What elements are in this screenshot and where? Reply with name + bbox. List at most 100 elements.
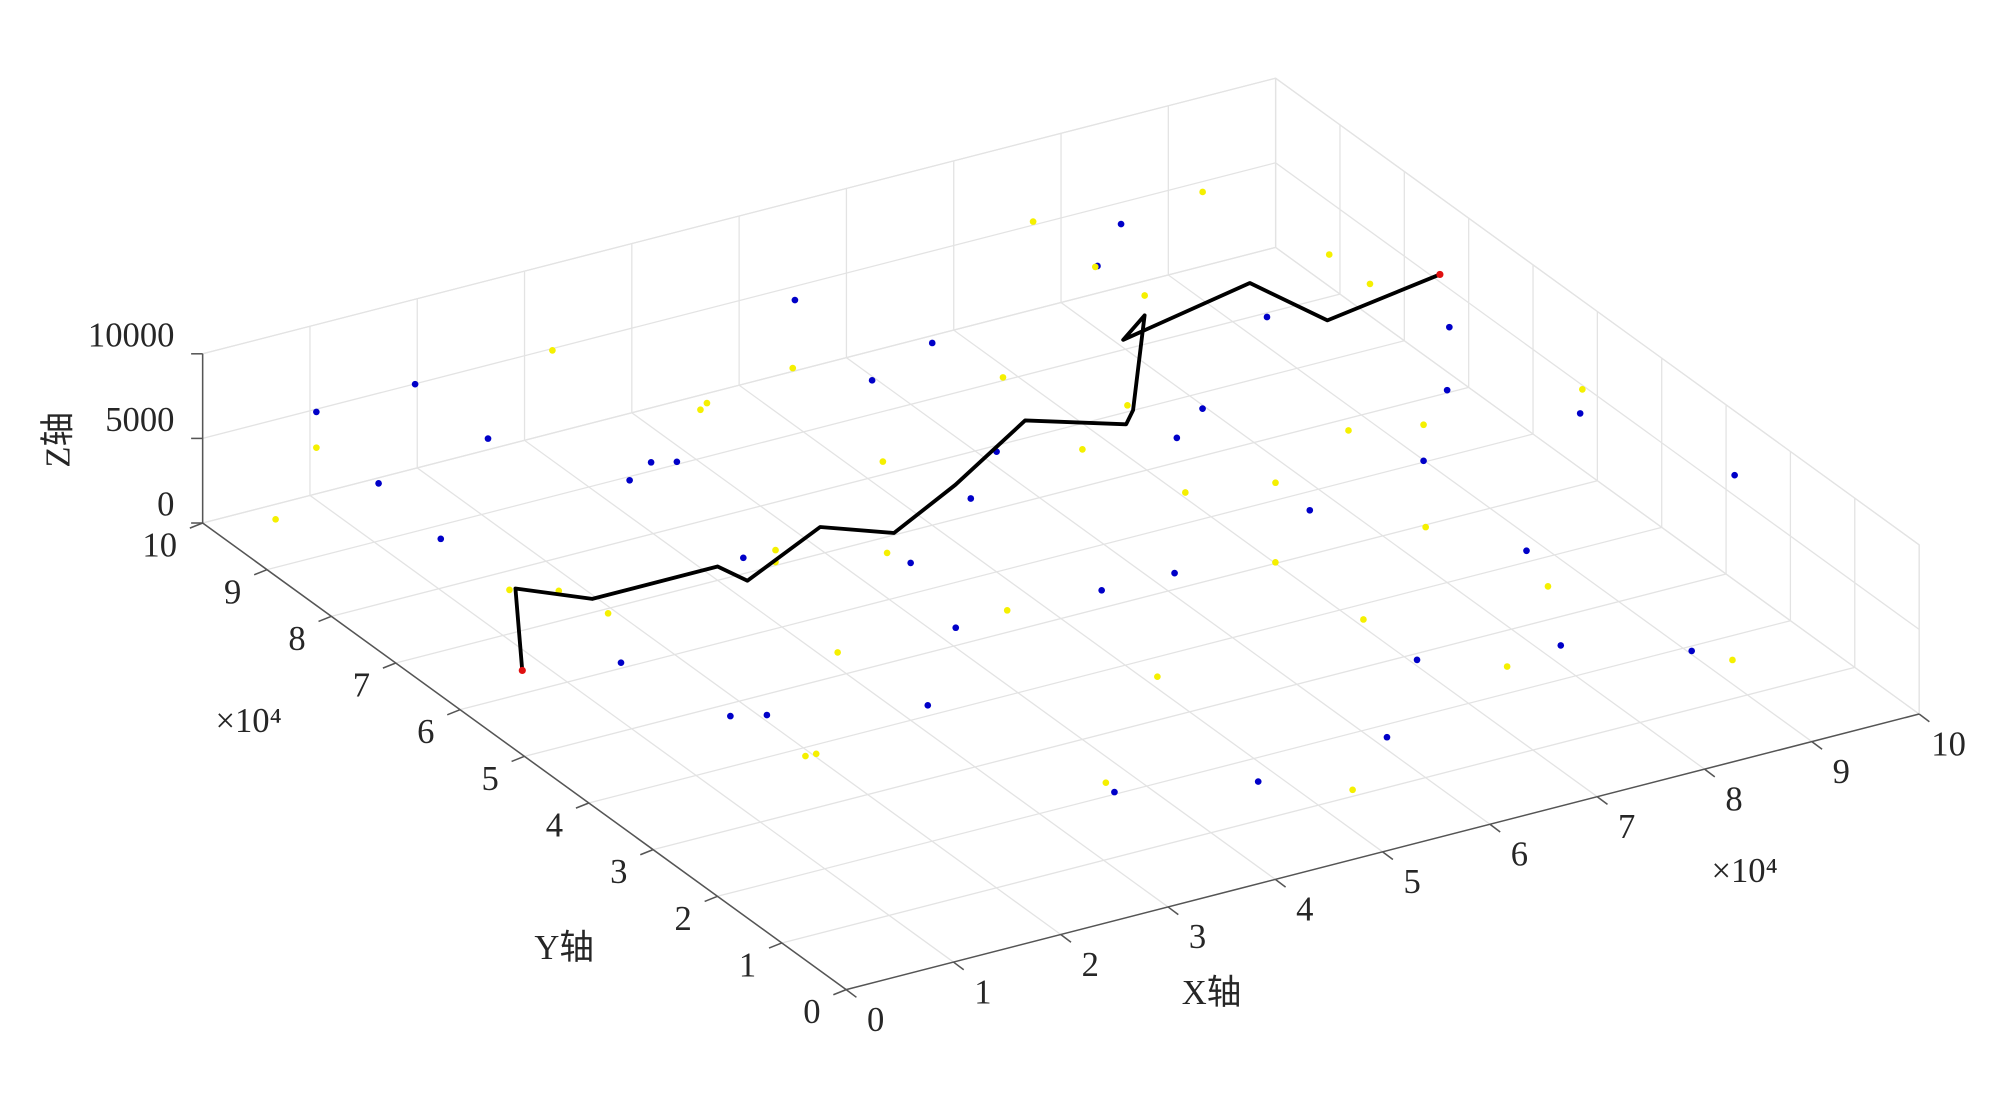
point — [763, 711, 771, 719]
y-tick — [833, 988, 847, 996]
point — [1731, 471, 1738, 479]
point — [1173, 434, 1181, 442]
y-tick — [318, 615, 332, 623]
grid-line — [416, 298, 1062, 936]
x-tick-label: 0 — [867, 1001, 884, 1039]
point — [791, 296, 799, 304]
point — [924, 701, 932, 709]
point — [1272, 558, 1279, 566]
path-line — [513, 272, 1441, 671]
grid-line — [652, 404, 1727, 851]
point — [883, 549, 891, 557]
point — [1154, 673, 1161, 681]
point — [1688, 647, 1696, 655]
grid-line — [953, 160, 1598, 798]
y-tick-label: 0 — [803, 993, 820, 1031]
point — [1420, 421, 1427, 429]
point — [868, 376, 876, 384]
y-tick — [382, 662, 396, 669]
point — [313, 408, 320, 416]
y-tick-label: 2 — [675, 900, 692, 938]
point — [647, 459, 655, 466]
point — [1366, 280, 1374, 288]
point — [952, 624, 960, 632]
grid-line — [331, 171, 1405, 617]
point — [1345, 427, 1352, 434]
point — [907, 559, 914, 567]
point — [697, 406, 704, 414]
point — [1199, 405, 1206, 412]
point — [1171, 569, 1178, 577]
x-tick-label: 7 — [1618, 808, 1635, 846]
x-tick — [1060, 933, 1072, 943]
grid-line — [1167, 105, 1813, 743]
x-tick — [953, 961, 965, 971]
point — [967, 495, 975, 502]
point — [802, 752, 809, 760]
x-tick-label: 5 — [1403, 863, 1420, 901]
x-multiplier: ×10⁴ — [1711, 852, 1777, 890]
point — [617, 659, 625, 667]
y-tick — [511, 755, 525, 763]
point — [1503, 663, 1511, 670]
point — [1523, 547, 1530, 555]
point — [437, 535, 445, 543]
path-endpoint — [1436, 270, 1444, 279]
x-tick — [1274, 878, 1287, 888]
y-tick-label: 1 — [739, 947, 756, 985]
point — [1579, 386, 1586, 393]
x-tick — [1704, 768, 1716, 778]
y-tick — [768, 942, 783, 949]
grid-line — [631, 243, 1276, 880]
y-tick — [704, 895, 718, 903]
y-tick-label: 3 — [610, 853, 627, 891]
point — [272, 515, 279, 523]
y-tick-label: 6 — [417, 713, 434, 751]
grid-line — [395, 218, 1470, 664]
x-tick — [1811, 740, 1823, 750]
point — [703, 399, 711, 407]
point — [1098, 586, 1106, 594]
point — [1349, 786, 1356, 794]
y-tick — [189, 522, 203, 529]
point — [1254, 778, 1262, 785]
point — [484, 435, 492, 442]
point — [1325, 251, 1333, 258]
point — [1729, 656, 1736, 664]
x-tick — [1489, 823, 1501, 833]
point — [549, 347, 556, 354]
point — [1443, 386, 1451, 394]
x-tick-label: 8 — [1725, 780, 1742, 818]
grid-line — [309, 326, 954, 963]
x-tick-label: 6 — [1511, 836, 1528, 874]
point — [1544, 583, 1552, 590]
point — [928, 339, 936, 347]
point — [1272, 479, 1279, 487]
point — [1141, 292, 1149, 299]
point — [411, 380, 419, 388]
grid-line — [202, 162, 1920, 630]
y-tick-label: 7 — [353, 667, 370, 705]
point — [1413, 656, 1421, 664]
x-tick — [845, 989, 857, 998]
grid-line — [202, 246, 1920, 715]
y-tick-label: 10 — [142, 527, 177, 565]
x-tick-label: 10 — [1931, 725, 1966, 763]
point — [1557, 642, 1565, 649]
point — [739, 554, 747, 562]
grid-line — [523, 271, 1169, 908]
y-tick-label: 5 — [481, 760, 498, 798]
grid-line — [781, 498, 1856, 944]
point — [1360, 616, 1367, 623]
z-tick-label: 5000 — [105, 401, 174, 439]
point — [999, 374, 1007, 381]
point — [1091, 263, 1099, 271]
x-tick-label: 3 — [1189, 918, 1206, 956]
point — [879, 458, 887, 465]
grid-line — [738, 216, 1384, 853]
point — [1199, 188, 1206, 196]
grid-line — [524, 311, 1599, 757]
point — [673, 458, 681, 466]
y-tick-label: 8 — [288, 620, 305, 658]
